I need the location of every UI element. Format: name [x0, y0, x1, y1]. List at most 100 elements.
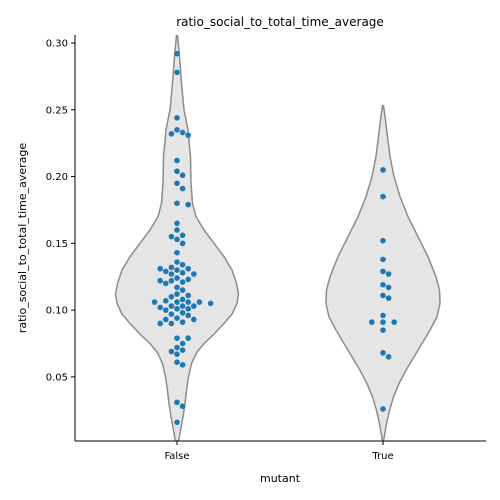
data-point [185, 265, 191, 272]
data-point [380, 256, 386, 263]
data-point [185, 312, 191, 319]
y-ticks: 0.05 0.10 0.15 0.20 0.25 0.30 [46, 39, 75, 383]
data-point [168, 348, 175, 355]
data-point [380, 193, 386, 200]
data-point [174, 127, 180, 133]
data-point [174, 69, 180, 76]
data-point [207, 300, 214, 307]
data-point [174, 344, 180, 351]
data-point [174, 335, 180, 341]
data-point [168, 277, 175, 284]
data-point [179, 185, 186, 192]
data-point [174, 236, 180, 243]
data-point [179, 232, 186, 239]
data-point [185, 299, 191, 305]
y-tick-label: 0.30 [46, 39, 68, 50]
data-point [191, 271, 197, 277]
data-point [174, 305, 180, 312]
data-point [179, 309, 186, 316]
data-point [168, 233, 175, 240]
data-point [151, 299, 158, 305]
data-point [179, 279, 186, 285]
data-point [168, 311, 175, 317]
data-point [385, 354, 392, 360]
data-point [380, 312, 386, 319]
data-point [174, 50, 180, 57]
data-point [157, 304, 163, 311]
data-point [179, 129, 186, 136]
data-point [174, 267, 180, 273]
data-point [174, 200, 180, 207]
data-point [174, 419, 180, 426]
data-point [174, 315, 180, 321]
data-point [385, 271, 392, 277]
y-tick-label: 0.15 [46, 239, 68, 250]
data-point [174, 220, 180, 227]
data-point [168, 303, 175, 309]
data-point [191, 303, 197, 309]
data-point [179, 261, 186, 268]
x-tick-label: True [371, 451, 393, 462]
data-point [174, 275, 180, 281]
data-point [174, 299, 180, 305]
data-point [163, 316, 169, 323]
data-point [179, 362, 186, 368]
axes-layer [74, 35, 486, 442]
data-point [157, 320, 163, 327]
data-point [174, 168, 180, 175]
data-point [174, 249, 180, 256]
data-point [196, 299, 203, 305]
data-point [380, 406, 386, 412]
data-point [157, 277, 163, 284]
data-point [157, 265, 163, 272]
x-axis-title: mutant [260, 472, 301, 485]
data-point [163, 280, 169, 287]
data-point [380, 292, 386, 299]
data-point [185, 201, 191, 208]
data-point [185, 276, 191, 283]
data-point [179, 319, 186, 325]
data-point [163, 307, 169, 313]
data-point [174, 180, 180, 187]
data-point [185, 305, 191, 312]
data-point [168, 293, 175, 300]
y-tick-label: 0.05 [46, 372, 68, 383]
data-point [168, 271, 175, 277]
x-ticks: False True [164, 441, 394, 462]
y-tick-label: 0.20 [46, 172, 68, 183]
data-point [179, 340, 186, 347]
data-point [179, 172, 186, 179]
data-point [163, 297, 169, 304]
violins-layer [114, 35, 441, 441]
data-point [163, 268, 169, 275]
data-point [380, 327, 386, 333]
data-point [385, 295, 392, 301]
x-tick-label: False [164, 451, 189, 462]
data-point [179, 347, 186, 353]
data-point [380, 350, 386, 356]
data-point [168, 320, 175, 327]
y-tick-label: 0.10 [46, 306, 68, 317]
data-point [179, 303, 186, 309]
data-point [179, 296, 186, 303]
data-point [174, 359, 180, 366]
data-point [380, 319, 386, 325]
data-point [185, 132, 191, 138]
data-point [179, 240, 186, 247]
data-point [380, 281, 386, 288]
data-point [380, 167, 386, 173]
data-point [369, 319, 375, 325]
data-point [391, 319, 398, 325]
data-point [179, 269, 186, 276]
data-point [179, 287, 186, 293]
data-point [174, 259, 180, 265]
y-tick-label: 0.25 [46, 105, 68, 116]
data-point [174, 284, 180, 291]
points-layer [151, 50, 398, 426]
data-point [168, 264, 175, 271]
data-point [380, 268, 386, 275]
data-point [174, 291, 180, 297]
y-axis-title: ratio_social_to_total_time_average [16, 143, 29, 334]
data-point [179, 403, 186, 410]
